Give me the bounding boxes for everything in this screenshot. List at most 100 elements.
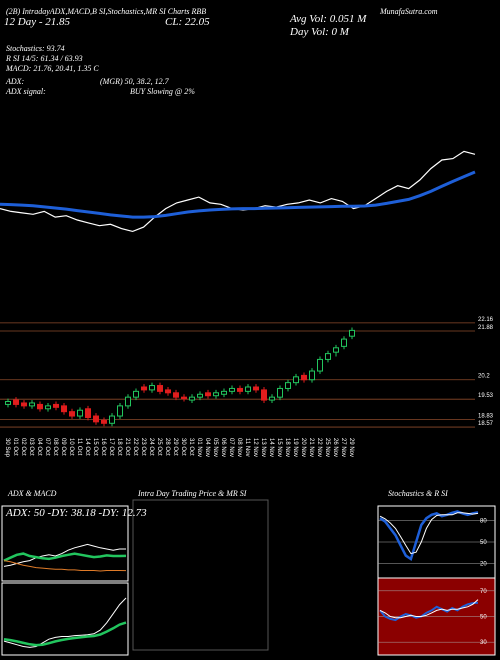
x-tick-label: 16 Oct — [100, 438, 106, 456]
x-tick-label: 05 Nov — [212, 438, 218, 457]
x-tick-label: 14 Nov — [268, 438, 274, 457]
candle-body — [109, 415, 115, 424]
avg-vol: Avg Vol: 0.051 M — [289, 13, 367, 25]
y-tick-label: 50 — [480, 540, 487, 546]
y-tick-label: 21.88 — [478, 325, 494, 331]
day-vol: Day Vol: 0 M — [289, 26, 350, 38]
x-tick-label: 31 Oct — [188, 438, 194, 456]
y-tick-label: 80 — [480, 518, 487, 524]
candle-body — [293, 376, 299, 384]
indicator: ADX signal: — [5, 87, 46, 96]
candle-body — [269, 396, 275, 401]
y-tick-label: 19.53 — [478, 393, 494, 399]
candle-body — [309, 370, 315, 381]
indicator: MACD: 21.76, 20.41, 1.35 C — [5, 64, 99, 73]
x-tick-label: 18 Nov — [284, 438, 290, 457]
panel-title: Intra Day Trading Price & MR SI — [137, 489, 247, 498]
x-tick-label: 21 Oct — [124, 438, 130, 456]
x-tick-label: 29 Nov — [348, 438, 354, 457]
y-tick-label: 22.16 — [478, 317, 494, 323]
candle-body — [21, 402, 27, 407]
candle-body — [5, 401, 11, 405]
x-tick-label: 04 Oct — [36, 438, 42, 456]
candle-body — [189, 396, 195, 401]
panel-title: Stochastics & R SI — [388, 489, 448, 498]
y-tick-label: 18.83 — [478, 414, 494, 420]
x-tick-label: 23 Oct — [140, 438, 146, 456]
candle-body — [277, 387, 283, 398]
y-tick-label: 18.57 — [478, 421, 494, 427]
x-tick-label: 25 Nov — [324, 438, 330, 457]
candle-body — [317, 358, 323, 372]
day-range: 12 Day - 21.85 — [4, 16, 70, 28]
x-tick-label: 29 Oct — [172, 438, 178, 456]
candle-body — [341, 338, 347, 347]
adx-label: ADX: 50 -DY: 38.18 -DY: 12.73 — [5, 507, 147, 519]
candle-body — [333, 347, 339, 353]
x-tick-label: 08 Oct — [52, 438, 58, 456]
line — [3, 543, 126, 567]
x-tick-label: 22 Oct — [132, 438, 138, 456]
candle-body — [301, 374, 307, 381]
candle-body — [85, 408, 91, 418]
y-tick-label: 70 — [480, 589, 487, 595]
x-tick-label: 17 Oct — [108, 438, 114, 456]
candle-body — [261, 389, 267, 401]
line — [0, 170, 476, 219]
x-tick-label: 18 Oct — [116, 438, 122, 456]
candle-body — [125, 396, 131, 407]
candle-body — [29, 402, 35, 407]
x-tick-label: 14 Oct — [84, 438, 90, 456]
adx-panel — [1, 505, 129, 582]
x-tick-label: 30 Sep — [4, 438, 10, 458]
candle-body — [349, 329, 355, 337]
indicator: (MGR) 50, 38.2, 12.7 — [100, 77, 170, 86]
candle-body — [37, 403, 43, 410]
y-tick-label: 20.2 — [478, 374, 490, 380]
x-tick-label: 08 Nov — [236, 438, 242, 457]
candle-body — [157, 385, 163, 392]
candle-body — [45, 405, 51, 410]
x-tick-label: 07 Nov — [228, 438, 234, 457]
candle-body — [181, 396, 187, 400]
x-tick-label: 06 Nov — [220, 438, 226, 457]
candle-body — [245, 386, 251, 392]
candle-body — [141, 386, 147, 391]
indicator: BUY Slowing @ 2% — [130, 87, 195, 96]
x-tick-label: 09 Oct — [60, 438, 66, 456]
indicator: ADX: — [5, 77, 25, 86]
x-tick-label: 07 Oct — [44, 438, 50, 456]
x-tick-label: 15 Nov — [276, 438, 282, 457]
x-tick-label: 24 Oct — [148, 438, 154, 456]
candle-body — [165, 389, 171, 394]
x-tick-label: 02 Oct — [20, 438, 26, 456]
x-tick-label: 22 Nov — [316, 438, 322, 457]
candle-body — [213, 392, 219, 397]
x-tick-label: 15 Oct — [92, 438, 98, 456]
x-tick-label: 26 Nov — [332, 438, 338, 457]
candle-body — [133, 390, 139, 398]
indicator: R SI 14/5: 61.34 / 63.93 — [5, 54, 83, 63]
panel-title: ADX & MACD — [7, 489, 57, 498]
indicator: Stochastics: 93.74 — [6, 44, 65, 53]
candle-body — [285, 382, 291, 389]
candle-body — [13, 399, 19, 405]
candle-body — [237, 387, 243, 392]
line — [3, 552, 127, 562]
candle-body — [325, 353, 331, 360]
line — [379, 512, 479, 555]
title: (2B) IntradayADX,MACD,B SI,Stochastics,M… — [6, 7, 206, 16]
x-tick-label: 11 Oct — [76, 438, 82, 456]
candle-body — [229, 387, 235, 392]
candle-body — [77, 409, 83, 417]
x-tick-label: 12 Nov — [252, 438, 258, 457]
x-tick-label: 01 Oct — [12, 438, 18, 456]
candle-body — [253, 386, 259, 391]
candle-body — [101, 419, 107, 424]
candle-body — [53, 403, 59, 408]
y-tick-label: 30 — [480, 640, 487, 646]
x-tick-label: 01 Nov — [196, 438, 202, 457]
x-tick-label: 04 Nov — [204, 438, 210, 457]
candle-body — [173, 392, 179, 398]
